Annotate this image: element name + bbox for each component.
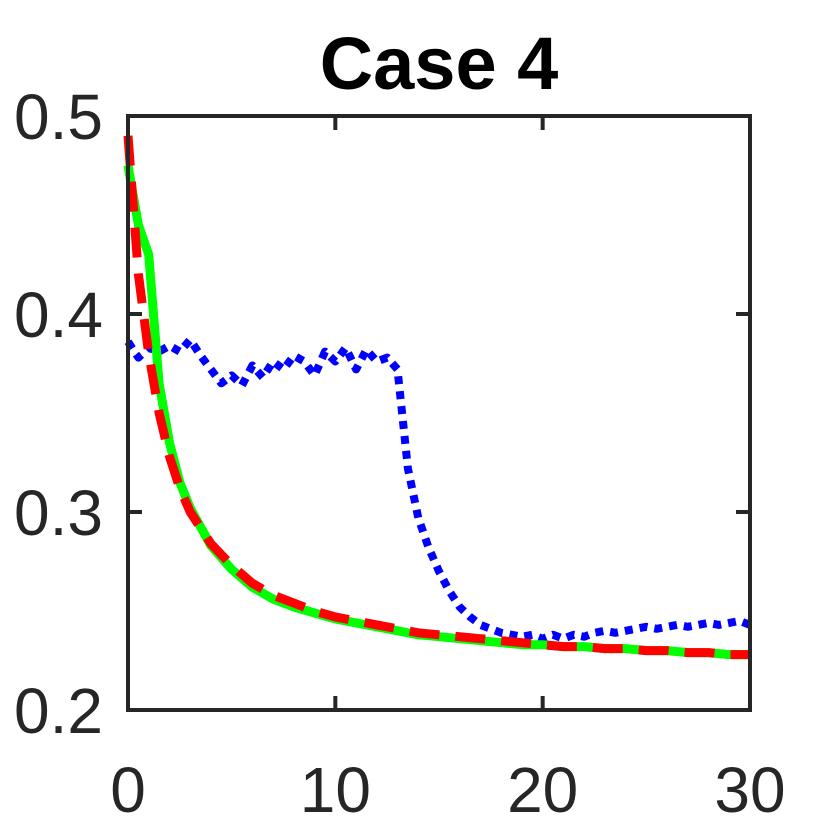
x-tick-label: 0 [110,754,146,826]
x-tick-label: 30 [714,754,785,826]
series-line-3 [123,135,750,660]
axes-box [126,114,752,712]
x-tick-label: 10 [300,754,371,826]
y-tick-label: 0.4 [14,279,103,351]
y-tick-label: 0.5 [14,81,103,153]
series-line-1 [124,335,752,643]
plot-area: 0 10 20 30 0.2 0.3 0.4 0.5 [14,81,786,826]
y-tick-label: 0.2 [14,675,103,747]
y-tick-label: 0.3 [14,477,103,549]
chart-title: Case 4 [320,22,559,105]
series-line-2 [123,164,750,660]
x-tick-label: 20 [507,754,578,826]
